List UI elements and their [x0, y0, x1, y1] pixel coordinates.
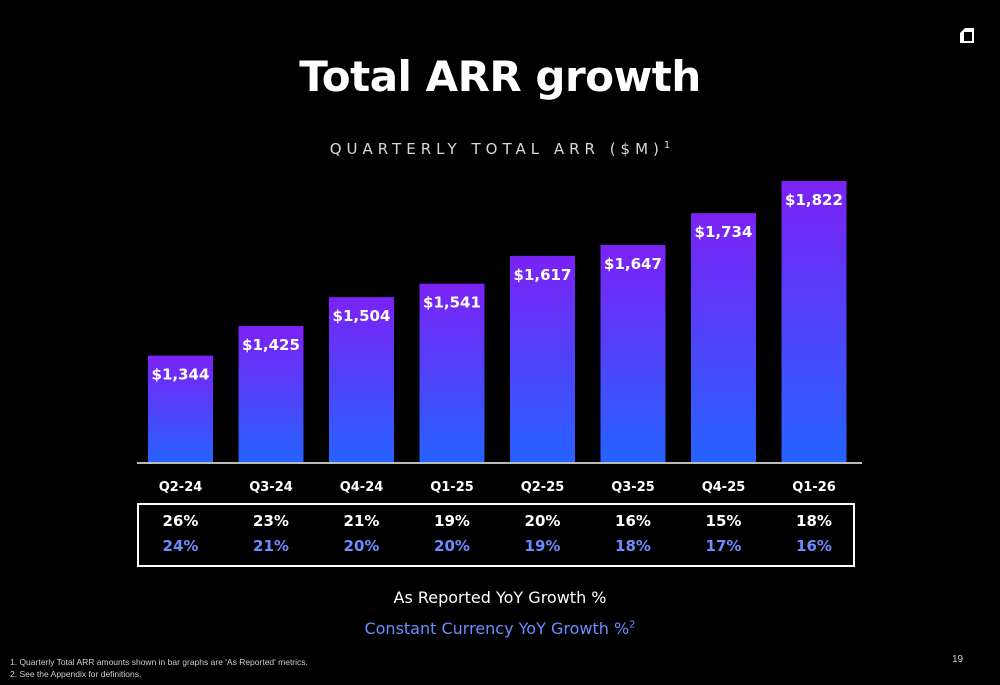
chart-subtitle: QUARTERLY TOTAL ARR ($M)1	[329, 140, 671, 158]
constant-currency-growth-Q4-25: 17%	[705, 537, 742, 555]
constant-currency-growth-Q3-25: 18%	[615, 537, 651, 555]
category-label-Q1-25: Q1-25	[430, 480, 474, 495]
category-label-Q1-26: Q1-26	[792, 480, 836, 495]
constant-currency-growth-Q2-24: 24%	[162, 537, 199, 555]
bar-Q2-24	[148, 355, 213, 463]
value-label-Q4-24: $1,504	[333, 307, 391, 325]
constant-currency-growth-Q3-24: 21%	[253, 537, 289, 555]
value-label-Q1-26: $1,822	[785, 191, 843, 209]
category-label-Q4-25: Q4-25	[702, 480, 746, 495]
bar-Q3-24	[238, 326, 304, 463]
legend-constant-currency: Constant Currency YoY Growth %2	[364, 619, 636, 638]
as-reported-growth-Q3-24: 23%	[253, 512, 289, 530]
bar-Q4-25	[691, 213, 756, 463]
bar-Q1-25	[419, 283, 485, 463]
constant-currency-growth-Q4-24: 20%	[343, 537, 380, 555]
as-reported-growth-Q2-25: 20%	[524, 512, 561, 530]
value-label-Q4-25: $1,734	[695, 223, 753, 241]
arr-bar-chart: $1,344 Q2-24 $1,425 Q3-24 $1,504 Q4-24 $1,541 Q…	[137, 181, 862, 495]
footnotes: 1. Quarterly Total ARR amounts shown in …	[10, 656, 308, 680]
category-label-Q3-24: Q3-24	[249, 480, 293, 495]
bar-Q2-25	[510, 255, 575, 463]
value-label-Q3-24: $1,425	[242, 336, 300, 354]
value-label-Q3-25: $1,647	[604, 255, 662, 273]
legend-as-reported: As Reported YoY Growth %	[393, 588, 607, 607]
as-reported-growth-Q1-25: 19%	[434, 512, 470, 530]
category-label-Q2-25: Q2-25	[521, 480, 565, 495]
box-logo-icon	[960, 28, 974, 43]
as-reported-growth-Q4-24: 21%	[343, 512, 380, 530]
as-reported-growth-Q3-25: 16%	[615, 512, 651, 530]
page-title: Total ARR growth	[299, 52, 701, 101]
as-reported-growth-Q2-24: 26%	[162, 512, 199, 530]
value-label-Q2-24: $1,344	[152, 366, 210, 384]
footnote-1: 1. Quarterly Total ARR amounts shown in …	[10, 657, 308, 667]
category-label-Q2-24: Q2-24	[159, 480, 203, 495]
category-label-Q3-25: Q3-25	[611, 480, 655, 495]
constant-currency-growth-Q2-25: 19%	[524, 537, 561, 555]
value-label-Q1-25: $1,541	[423, 294, 481, 312]
page-number: 19	[952, 654, 964, 665]
bar-Q1-26	[781, 181, 847, 463]
bar-Q4-24	[329, 297, 394, 463]
footnote-2: 2. See the Appendix for definitions.	[10, 669, 142, 679]
growth-table	[137, 503, 855, 567]
value-label-Q2-25: $1,617	[514, 266, 572, 284]
category-label-Q4-24: Q4-24	[340, 480, 384, 495]
constant-currency-growth-Q1-25: 20%	[434, 537, 470, 555]
as-reported-growth-Q1-26: 18%	[796, 512, 832, 530]
as-reported-growth-Q4-25: 15%	[705, 512, 742, 530]
constant-currency-growth-Q1-26: 16%	[796, 537, 832, 555]
bar-Q3-25	[600, 244, 666, 463]
